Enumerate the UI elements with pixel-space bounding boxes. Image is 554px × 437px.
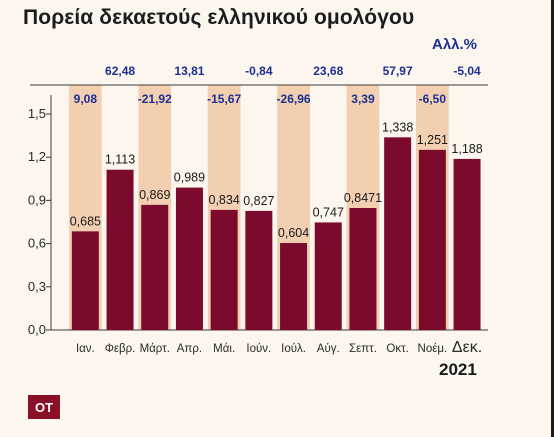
x-tick-label: Σεπτ. (349, 343, 377, 355)
change-percent-label: -21,92 (138, 92, 172, 106)
change-percent-label: 13,81 (174, 64, 204, 78)
bar (280, 243, 308, 330)
chart-title: Πορεία δεκαετούς ελληνικού ομολόγου (23, 6, 415, 29)
change-percent-header: Αλλ.% (432, 36, 478, 53)
y-tick-label: 1,2 (28, 149, 46, 164)
change-percent-label: 23,68 (313, 64, 343, 78)
change-percent-label: -5,04 (453, 64, 481, 78)
data-label: 1,113 (105, 153, 135, 167)
change-percent-label: 3,39 (351, 92, 375, 106)
change-percent-label: 62,48 (105, 64, 135, 78)
change-percent-label: 9,08 (74, 92, 98, 106)
x-tick-label: Αύγ. (317, 343, 340, 355)
data-label: 0,8471 (344, 191, 382, 205)
change-percent-label: -6,50 (419, 92, 447, 106)
bar (106, 169, 134, 330)
change-percent-label: -15,67 (207, 92, 241, 106)
bar (141, 204, 169, 330)
publisher-logo: OT (28, 395, 60, 419)
bar (453, 158, 481, 330)
change-percent-label: -0,84 (245, 64, 273, 78)
data-label: 0,869 (139, 188, 170, 202)
x-tick-label: Ιούν. (246, 343, 271, 355)
data-label: 1,338 (382, 120, 413, 134)
bar (314, 222, 342, 330)
y-tick-label: 0,3 (28, 279, 46, 294)
x-tick-label: Νοέμ. (418, 343, 448, 355)
x-tick-label: Οκτ. (386, 343, 408, 355)
bar (245, 210, 273, 330)
change-percent-label: 57,97 (383, 64, 413, 78)
x-tick-label: Μάρτ. (140, 343, 170, 355)
data-label: 1,188 (451, 142, 482, 156)
y-tick-label: 0,0 (28, 322, 46, 337)
y-tick-label: 0,6 (28, 236, 46, 251)
bar (418, 149, 446, 330)
bar (349, 208, 377, 330)
x-tick-label: Απρ. (177, 343, 202, 355)
data-label: 0,685 (70, 214, 101, 228)
x-tick-label: Ιούλ. (281, 343, 306, 355)
data-label: 0,827 (243, 194, 274, 208)
data-label: 0,747 (313, 205, 344, 219)
data-label: 0,834 (209, 193, 240, 207)
x-tick-label: Ιαν. (76, 343, 95, 355)
y-tick-label: 1,5 (28, 106, 46, 121)
bar (384, 137, 412, 330)
bar (71, 231, 99, 330)
bar (175, 187, 203, 330)
data-label: 1,251 (417, 133, 448, 147)
x-tick-label: Φεβρ. (105, 343, 136, 355)
year-label: 2021 (439, 360, 477, 379)
data-label: 0,604 (278, 226, 309, 240)
x-tick-label: Μάι. (213, 343, 235, 355)
y-tick-label: 0,9 (28, 192, 46, 207)
x-tick-label: Δεκ. (452, 339, 482, 356)
change-percent-label: -26,96 (277, 92, 311, 106)
data-label: 0,989 (174, 171, 205, 185)
bar (210, 209, 238, 330)
